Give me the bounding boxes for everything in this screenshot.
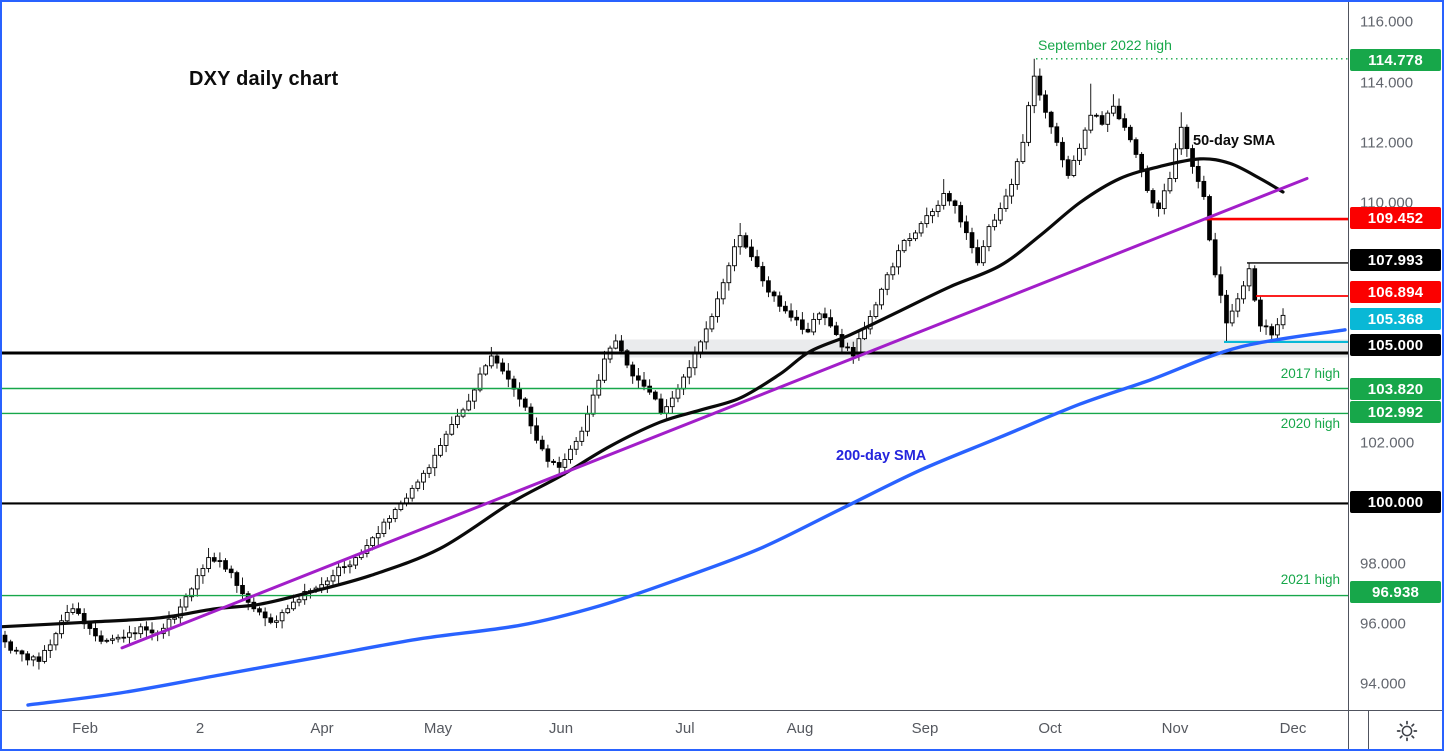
price-badge-114778: 114.778 (1350, 49, 1441, 71)
y-axis-tick: 98.000 (1360, 555, 1406, 573)
candles (2, 58, 1286, 670)
price-badge-106894: 106.894 (1350, 281, 1441, 303)
sma200-label: 200-day SMA (836, 448, 927, 464)
price-axis[interactable]: 116.000 114.000 112.000 110.000 102.000 98.00… (1349, 0, 1444, 710)
y-axis-tick: 96.000 (1360, 615, 1406, 633)
time-axis[interactable]: Feb 2 Apr May Jun Jul Aug Sep Oct Nov Dec (0, 711, 1368, 751)
price-badge-105368: 105.368 (1350, 308, 1441, 330)
time-axis-separator (0, 710, 1444, 711)
y-axis-tick: 116.000 (1360, 13, 1414, 31)
price-chart-canvas[interactable] (0, 0, 1348, 710)
price-badge-100000: 100.000 (1350, 491, 1441, 513)
x-axis-label-may: May (423, 720, 453, 737)
y-axis-tick: 102.000 (1360, 434, 1415, 452)
high-2017-label: 2017 high (1280, 366, 1340, 381)
sma50-label: 50-day SMA (1193, 133, 1276, 149)
x-axis-label-jul: Jul (675, 720, 695, 737)
chart-title: DXY daily chart (189, 68, 339, 90)
x-axis-label-sep: Sep (911, 720, 939, 737)
y-axis-tick: 112.000 (1360, 134, 1414, 152)
x-axis-label-2: 2 (195, 720, 205, 737)
high-2021-label: 2021 high (1280, 572, 1340, 587)
price-axis-separator (1348, 0, 1349, 751)
ascending-trendline (120, 176, 1309, 650)
price-badge-107993: 107.993 (1350, 249, 1441, 271)
x-axis-label-aug: Aug (786, 720, 814, 737)
price-badge-103820: 103.820 (1350, 378, 1441, 400)
high-2020-label: 2020 high (1280, 416, 1340, 431)
x-axis-label-nov: Nov (1161, 720, 1189, 737)
price-badge-102992: 102.992 (1350, 401, 1441, 423)
x-axis-label-dec: Dec (1279, 720, 1307, 737)
x-axis-label-oct: Oct (1038, 720, 1062, 737)
x-axis-label-feb: Feb (72, 720, 98, 737)
sma50-line (0, 157, 1285, 629)
y-axis-tick: 114.000 (1360, 74, 1414, 92)
price-badge-105000: 105.000 (1350, 334, 1441, 356)
x-axis-label-jun: Jun (548, 720, 574, 737)
sun-gear-icon (1396, 720, 1417, 742)
sma200-line (26, 328, 1347, 707)
y-axis-tick: 94.000 (1360, 675, 1406, 693)
x-axis-label-apr: Apr (310, 720, 334, 737)
september-2022-high-label: September 2022 high (1038, 37, 1172, 53)
price-badge-96938: 96.938 (1350, 581, 1441, 603)
gear-box-separator (1368, 710, 1369, 751)
axis-settings-button[interactable] (1369, 711, 1444, 751)
price-badge-109452: 109.452 (1350, 207, 1441, 229)
